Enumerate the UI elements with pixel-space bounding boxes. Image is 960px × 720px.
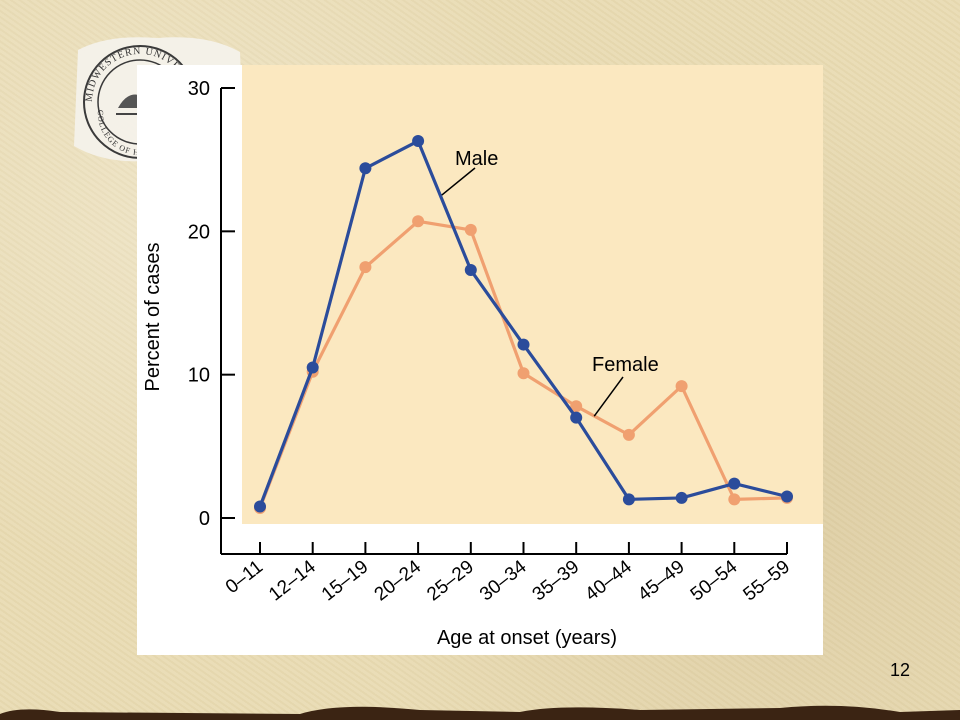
- y-tick-label: 10: [188, 365, 210, 387]
- data-point-female: [570, 400, 583, 413]
- data-point-male: [306, 361, 319, 374]
- y-tick-label: 30: [188, 78, 210, 100]
- data-point-male: [728, 477, 741, 490]
- slide-number: 12: [889, 660, 910, 680]
- x-tick-label: 45–49: [634, 556, 689, 605]
- data-point-female: [728, 493, 741, 506]
- series-label-female: Female: [592, 354, 659, 376]
- y-tick-label: 0: [199, 508, 210, 530]
- x-tick-label: 12–14: [265, 556, 320, 605]
- data-point-male: [781, 490, 793, 503]
- data-point-female: [412, 215, 425, 228]
- data-point-female: [517, 367, 530, 380]
- x-tick-label: 20–24: [371, 556, 426, 605]
- x-tick-label: 55–59: [740, 556, 795, 605]
- data-point-female: [622, 428, 635, 441]
- male-leader-line: [441, 167, 476, 196]
- x-tick-label: 30–34: [476, 556, 531, 605]
- series-layer: [254, 135, 793, 514]
- decorative-bottom-border: [0, 705, 960, 720]
- data-point-female: [464, 223, 477, 236]
- x-tick-label: 40–44: [581, 556, 636, 605]
- plot-background: [242, 65, 823, 524]
- series-labels-layer: Male Female: [441, 148, 659, 417]
- x-tick-label: 35–39: [529, 556, 584, 605]
- chart-panel: 0 10 20 30 0–11 12–14 15–19 20–24 25–29 30–34 35–…: [137, 65, 823, 655]
- data-point-male: [622, 493, 635, 506]
- data-point-male: [517, 338, 530, 351]
- data-point-male: [359, 162, 372, 175]
- x-axis-label: Age at onset (years): [437, 627, 617, 649]
- data-point-female: [359, 261, 372, 274]
- data-point-male: [570, 411, 583, 424]
- data-point-female: [675, 380, 688, 393]
- chart-axes: [220, 88, 787, 555]
- data-point-male: [412, 135, 425, 148]
- y-axis-label: Percent of cases: [142, 243, 164, 392]
- data-point-male: [675, 491, 688, 504]
- x-tick-label: 25–29: [423, 556, 478, 605]
- y-tick-label: 20: [188, 221, 210, 243]
- series-label-male: Male: [455, 148, 498, 170]
- x-tick-label: 15–19: [318, 556, 373, 605]
- x-axis-ticks: 0–1112–1415–1920–2425–2930–3435–3940–444…: [222, 542, 794, 605]
- x-tick-label: 0–11: [222, 556, 267, 598]
- x-tick-label: 50–54: [687, 556, 742, 605]
- female-leader-line: [593, 376, 624, 417]
- y-axis-ticks: 0 10 20 30: [188, 78, 235, 530]
- line-chart: 0 10 20 30 0–1112–1415–1920–2425–2930–3435–…: [142, 65, 823, 649]
- data-point-male: [254, 500, 266, 513]
- series-male: [254, 135, 793, 513]
- data-point-male: [464, 264, 477, 277]
